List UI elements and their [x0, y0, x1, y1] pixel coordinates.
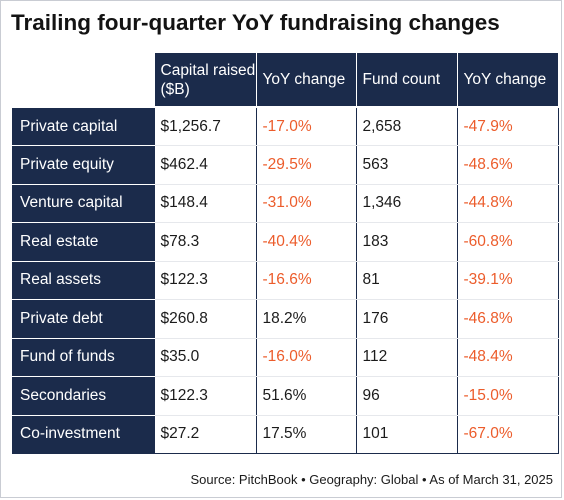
- fundraising-table: Capital raised ($B) YoY change Fund coun…: [12, 53, 559, 454]
- fund-count-cell: 101: [356, 415, 458, 454]
- row-label-cell: Private capital: [12, 107, 155, 146]
- table-row: Co-investment $27.2 17.5% 101 -67.0%: [12, 415, 559, 454]
- count-yoy-cell: -39.1%: [457, 261, 559, 300]
- fund-count-cell: 112: [356, 338, 458, 377]
- header-capital-yoy-change: YoY change: [256, 53, 357, 108]
- capital-yoy-cell: -16.6%: [256, 261, 357, 300]
- row-label-cell: Venture capital: [12, 184, 155, 223]
- count-yoy-cell: -67.0%: [457, 415, 559, 454]
- count-yoy-cell: -15.0%: [457, 376, 559, 416]
- table-row: Private capital $1,256.7 -17.0% 2,658 -47.9%: [12, 107, 559, 146]
- row-label-cell: Fund of funds: [12, 338, 155, 377]
- fund-count-cell: 96: [356, 376, 458, 416]
- row-label-cell: Real assets: [12, 261, 155, 300]
- count-yoy-cell: -46.8%: [457, 299, 559, 339]
- table-row: Secondaries $122.3 51.6% 96 -15.0%: [12, 376, 559, 416]
- capital-yoy-cell: 51.6%: [256, 376, 357, 416]
- capital-raised-cell: $122.3: [154, 261, 257, 300]
- capital-yoy-cell: -29.5%: [256, 145, 357, 185]
- capital-raised-cell: $27.2: [154, 415, 257, 454]
- capital-yoy-cell: -17.0%: [256, 107, 357, 146]
- source-note: Source: PitchBook • Geography: Global • …: [190, 472, 553, 487]
- capital-raised-cell: $35.0: [154, 338, 257, 377]
- capital-raised-cell: $148.4: [154, 184, 257, 223]
- capital-raised-cell: $122.3: [154, 376, 257, 416]
- table-row: Fund of funds $35.0 -16.0% 112 -48.4%: [12, 338, 559, 377]
- fund-count-cell: 1,346: [356, 184, 458, 223]
- table-row: Real assets $122.3 -16.6% 81 -39.1%: [12, 261, 559, 300]
- fund-count-cell: 2,658: [356, 107, 458, 146]
- header-capital-raised: Capital raised ($B): [154, 53, 257, 108]
- row-label-cell: Secondaries: [12, 376, 155, 416]
- capital-yoy-cell: -16.0%: [256, 338, 357, 377]
- capital-yoy-cell: 18.2%: [256, 299, 357, 339]
- table-header-row: Capital raised ($B) YoY change Fund coun…: [12, 53, 558, 108]
- capital-yoy-cell: -31.0%: [256, 184, 357, 223]
- chart-title: Trailing four-quarter YoY fundraising ch…: [11, 10, 500, 35]
- row-label-cell: Private debt: [12, 299, 155, 339]
- table-body: Private capital $1,256.7 -17.0% 2,658 -47.9%…: [12, 107, 559, 454]
- capital-raised-cell: $462.4: [154, 145, 257, 185]
- capital-raised-cell: $78.3: [154, 222, 257, 262]
- capital-yoy-cell: -40.4%: [256, 222, 357, 262]
- row-label-cell: Real estate: [12, 222, 155, 262]
- capital-raised-cell: $1,256.7: [154, 107, 257, 146]
- fund-count-cell: 176: [356, 299, 458, 339]
- capital-raised-cell: $260.8: [154, 299, 257, 339]
- table-row: Real estate $78.3 -40.4% 183 -60.8%: [12, 222, 559, 262]
- table-row: Private debt $260.8 18.2% 176 -46.8%: [12, 299, 559, 339]
- row-label-cell: Private equity: [12, 145, 155, 185]
- header-corner-cell: [12, 53, 155, 108]
- header-count-yoy-change: YoY change: [457, 53, 558, 108]
- table-row: Venture capital $148.4 -31.0% 1,346 -44.8%: [12, 184, 559, 223]
- count-yoy-cell: -44.8%: [457, 184, 559, 223]
- fund-count-cell: 563: [356, 145, 458, 185]
- count-yoy-cell: -48.6%: [457, 145, 559, 185]
- capital-yoy-cell: 17.5%: [256, 415, 357, 454]
- count-yoy-cell: -47.9%: [457, 107, 559, 146]
- count-yoy-cell: -48.4%: [457, 338, 559, 377]
- fund-count-cell: 183: [356, 222, 458, 262]
- count-yoy-cell: -60.8%: [457, 222, 559, 262]
- fund-count-cell: 81: [356, 261, 458, 300]
- table-row: Private equity $462.4 -29.5% 563 -48.6%: [12, 145, 559, 185]
- header-fund-count: Fund count: [356, 53, 458, 108]
- row-label-cell: Co-investment: [12, 415, 155, 454]
